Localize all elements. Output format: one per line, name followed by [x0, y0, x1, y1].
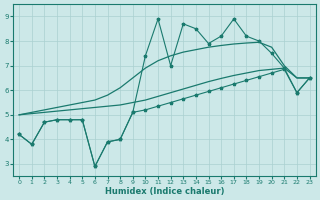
X-axis label: Humidex (Indice chaleur): Humidex (Indice chaleur) — [105, 187, 224, 196]
